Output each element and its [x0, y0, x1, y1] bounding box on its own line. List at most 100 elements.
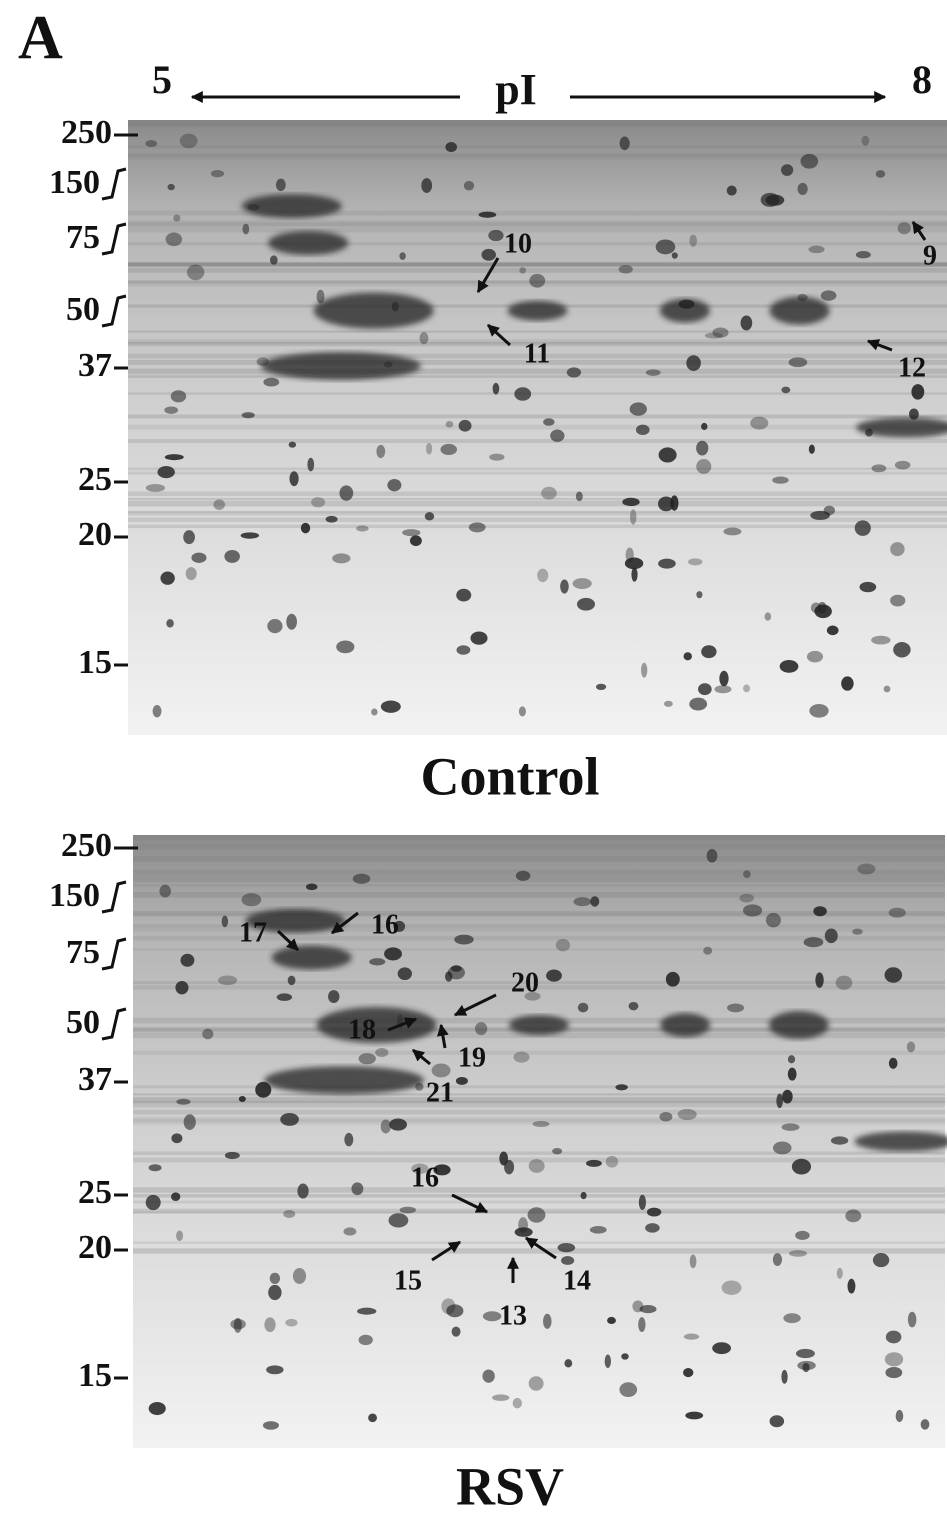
gel-spot	[845, 1209, 862, 1223]
gel-spot	[663, 700, 673, 707]
gel-spot	[888, 1057, 898, 1069]
gel-streak	[128, 210, 947, 216]
gel-spot	[671, 252, 678, 259]
gel-spot	[383, 361, 393, 368]
gel-spot	[800, 153, 819, 169]
gel-spot	[857, 863, 876, 875]
gel-streak	[128, 242, 947, 246]
gel-spot	[629, 402, 647, 416]
gel-spot	[187, 264, 205, 281]
gel-spot	[686, 355, 701, 371]
gel-spot	[776, 1093, 783, 1109]
gel-spot	[808, 444, 815, 454]
gel-streak	[128, 439, 947, 444]
gel-spot	[577, 1002, 589, 1013]
gel-spot	[529, 273, 546, 288]
gel-spot	[159, 884, 171, 898]
gel-spot	[463, 180, 475, 191]
gel-streak	[128, 359, 947, 365]
gel-spot	[368, 1413, 377, 1423]
gel-spot	[241, 412, 255, 419]
gel-streak	[133, 892, 945, 898]
gel-band	[245, 908, 346, 933]
gel-streak	[133, 1032, 945, 1039]
gel-spot	[765, 194, 785, 206]
gel-spot	[292, 1268, 307, 1284]
gel-spot	[269, 255, 278, 265]
gel-streak	[133, 1096, 945, 1103]
gel-spot	[809, 704, 829, 718]
gel-spot	[788, 1250, 807, 1257]
gel-band	[316, 1007, 437, 1044]
gel-spot	[176, 1098, 191, 1105]
spot-arrow	[866, 339, 893, 352]
gel-streak	[133, 869, 945, 874]
gel-spot	[474, 1022, 488, 1036]
panel-label: A	[18, 4, 63, 72]
gel-spot	[419, 331, 429, 345]
gel-spot	[607, 1316, 616, 1325]
gel-spot	[685, 1411, 704, 1420]
gel-spot	[415, 1082, 424, 1091]
gel-spot	[375, 1048, 389, 1057]
gel-spot	[233, 1317, 242, 1333]
gel-spot	[527, 1207, 546, 1223]
gel-spot	[595, 683, 607, 690]
gel-spot	[325, 515, 338, 523]
spot-label: 16	[411, 1162, 439, 1193]
gel-spot	[543, 1313, 552, 1329]
gel-spot	[781, 164, 794, 176]
gel-spot	[384, 947, 402, 961]
gel-image	[133, 835, 947, 1448]
gel-spot	[619, 1382, 638, 1398]
gel-band	[509, 1015, 569, 1036]
gel-spot	[696, 591, 703, 599]
spot-label: 17	[239, 917, 267, 948]
gel-band	[241, 194, 342, 219]
gel-spot	[561, 1256, 575, 1265]
gel-spot	[712, 1342, 731, 1355]
gel-spot	[795, 1230, 810, 1240]
gel-spot	[739, 893, 754, 903]
gel-streak	[133, 877, 945, 883]
gel-spot	[482, 1369, 495, 1383]
gel-spot	[336, 640, 355, 654]
gel-spot	[638, 1194, 646, 1211]
gel-streak	[128, 222, 947, 229]
gel-spot	[454, 934, 474, 945]
gel-spot	[884, 967, 903, 983]
gel-band	[769, 296, 830, 325]
gel-spot	[890, 594, 906, 607]
gel-streak	[128, 263, 947, 268]
gel-spot	[240, 532, 260, 539]
gel-spot	[352, 873, 371, 884]
gel-band	[507, 300, 568, 321]
gel-spot	[482, 1311, 502, 1322]
gel-spot	[376, 444, 386, 459]
pi-right: 8	[912, 57, 932, 102]
gel-spot	[787, 1055, 796, 1064]
gel-spot	[445, 420, 454, 428]
gel-spot	[221, 915, 229, 928]
gel-spot	[391, 301, 399, 312]
pi-left: 5	[152, 57, 172, 102]
gel-spot	[629, 509, 637, 525]
gel-streak	[133, 1100, 945, 1104]
gel-streak	[133, 1105, 945, 1108]
gel-streak	[128, 120, 947, 126]
spot-arrow	[387, 1017, 418, 1032]
mw-label: 25	[78, 1174, 112, 1211]
gel-spot	[339, 485, 354, 501]
gel-spot	[164, 454, 184, 461]
gel-streak	[133, 1118, 945, 1125]
gel-spot	[458, 419, 472, 432]
gel-spot	[145, 483, 166, 492]
gel-spot	[152, 704, 162, 718]
gel-spot	[230, 1318, 246, 1330]
gel-spot	[488, 229, 504, 242]
gel-spot	[781, 1123, 800, 1131]
gel-spot	[743, 870, 751, 879]
gel-spot	[797, 182, 808, 196]
gel-spot	[854, 520, 871, 536]
gel-streak	[128, 517, 947, 523]
